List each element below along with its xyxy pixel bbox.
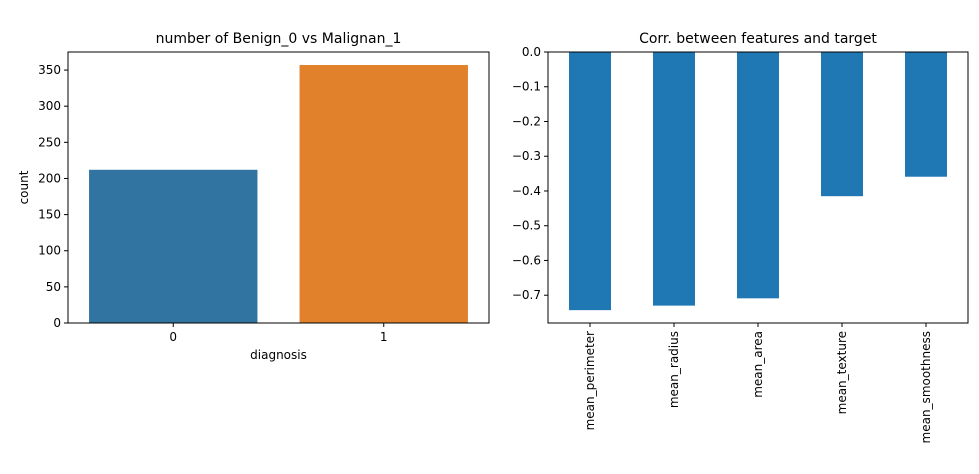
x-tick-label: 1	[380, 330, 388, 344]
bar-mean-area	[737, 52, 779, 299]
y-tick-label: 0.0	[522, 45, 541, 59]
y-tick-label: 50	[46, 280, 61, 294]
x-ticks-feature-correlation: mean_perimeter mean_radius mean_area mean_t…	[583, 323, 933, 443]
bar-mean-texture	[821, 52, 863, 197]
y-ticks-diagnosis-count: 0 50 100 150 200 250 300 350	[38, 63, 68, 330]
y-tick-label: 100	[38, 244, 61, 258]
y-tick-label: 150	[38, 208, 61, 222]
chart-title-diagnosis-count: number of Benign_0 vs Malignan_1	[156, 31, 402, 47]
y-tick-label: −0.5	[512, 219, 541, 233]
y-tick-label: 300	[38, 99, 61, 113]
y-tick-label: 250	[38, 135, 61, 149]
chart-diagnosis-count: number of Benign_0 vs Malignan_1 0501001…	[17, 31, 490, 362]
y-tick-label: −0.1	[512, 80, 541, 94]
y-tick-label: −0.6	[512, 253, 541, 267]
bar-mean-perimeter	[569, 52, 611, 311]
y-axis-label-count: count	[17, 170, 31, 204]
bars-feature-correlation	[569, 52, 947, 311]
chart-feature-correlation: Corr. between features and target 0.0 −0.…	[512, 31, 969, 443]
chart-title-feature-correlation: Corr. between features and target	[639, 31, 877, 47]
x-tick-label: mean_smoothness	[919, 331, 933, 443]
y-tick-label: −0.2	[512, 114, 541, 128]
x-tick-label: mean_perimeter	[583, 331, 597, 430]
axes-frame-diagnosis-count	[67, 51, 490, 324]
x-axis-label-diagnosis: diagnosis	[250, 348, 307, 362]
bar-mean-radius	[653, 52, 695, 306]
bars-diagnosis-count	[89, 65, 468, 324]
y-tick-label: −0.3	[512, 149, 541, 163]
x-tick-label: mean_area	[751, 331, 765, 398]
bar-diagnosis-1	[299, 65, 468, 324]
y-tick-label: −0.4	[512, 184, 541, 198]
x-tick-label: 0	[169, 330, 177, 344]
y-ticks-feature-correlation: 0.0 −0.1 −0.2 −0.3 −0.4 −0.5 −0.6 −0.7	[512, 45, 548, 302]
y-tick-label: 350	[38, 63, 61, 77]
y-tick-label: 0	[53, 316, 61, 330]
y-tick-label: 200	[38, 171, 61, 185]
axes-frame-feature-correlation	[547, 51, 969, 324]
bar-mean-smoothness	[905, 52, 947, 177]
x-tick-label: mean_texture	[835, 331, 849, 414]
y-tick-label: −0.7	[512, 288, 541, 302]
x-tick-label: mean_radius	[667, 331, 681, 408]
bar-diagnosis-0	[89, 169, 258, 323]
